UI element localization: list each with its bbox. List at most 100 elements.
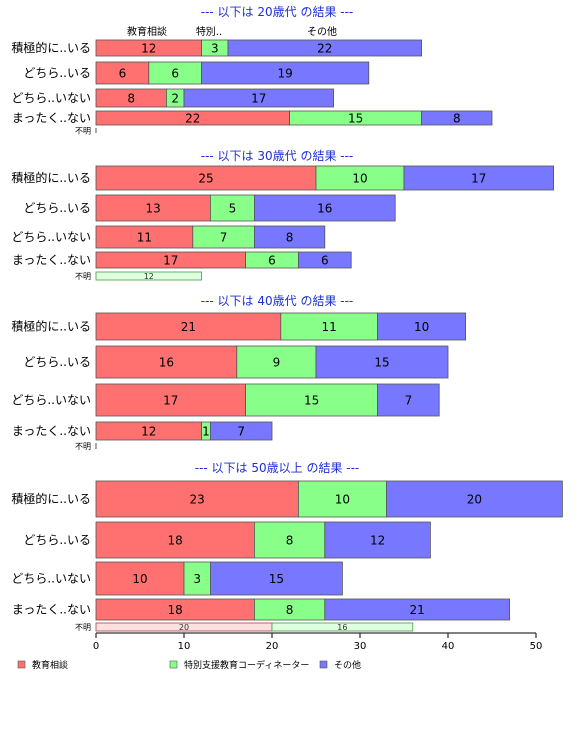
bar-segment [253, 194, 396, 222]
category-label: 不明 [75, 442, 91, 451]
data-label: 3 [211, 42, 219, 56]
category-label: まったく..ない [12, 424, 91, 438]
data-label: 10 [335, 493, 350, 507]
data-label: 20 [179, 623, 189, 632]
bar-segment [315, 345, 449, 379]
category-label: どちら..いない [11, 572, 91, 586]
data-label: 8 [127, 92, 135, 106]
bar-segment [95, 521, 255, 559]
data-label: 6 [119, 67, 127, 81]
group-title: --- 以下は 50歳以上 の結果 --- [195, 461, 360, 475]
data-label: 8 [286, 534, 294, 548]
legend-label: その他 [334, 659, 361, 671]
bar-segment [95, 271, 202, 281]
data-label: 15 [269, 572, 284, 586]
category-label: 不明 [75, 127, 91, 136]
category-label: 不明 [75, 623, 91, 632]
category-label: どちら..いない [11, 91, 91, 105]
group-title: --- 以下は 20歳代 の結果 --- [201, 5, 354, 19]
data-label: 10 [352, 172, 367, 186]
group-title: --- 以下は 40歳代 の結果 --- [201, 294, 354, 308]
data-label: 7 [405, 394, 413, 408]
category-label: 積極的に..いる [11, 319, 91, 334]
data-label: 17 [163, 254, 178, 268]
bar-segment [271, 622, 414, 632]
bar-segment [297, 251, 352, 269]
bar-segment [95, 345, 238, 379]
category-label: 積極的に..いる [11, 40, 91, 55]
series-header-label: 特別.. [196, 26, 222, 38]
data-label: 15 [304, 394, 319, 408]
category-label: どちら..いる [23, 355, 91, 369]
x-tick-label: 30 [354, 641, 367, 652]
bar-segment [245, 383, 379, 417]
data-label: 11 [137, 231, 152, 245]
legend-swatch [169, 660, 178, 669]
category-label: どちら..いる [23, 533, 91, 547]
bar-segment [201, 61, 370, 85]
data-label: 12 [370, 534, 385, 548]
category-label: 不明 [75, 272, 91, 281]
category-label: どちら..いない [11, 393, 91, 407]
data-label: 16 [159, 356, 174, 370]
bar-segment [95, 383, 247, 417]
data-label: 6 [171, 67, 179, 81]
group-title: --- 以下は 30歳代 の結果 --- [201, 149, 354, 163]
data-label: 12 [144, 272, 154, 281]
category-label: どちら..いる [23, 201, 91, 215]
bar-segment [403, 165, 555, 191]
bar-segment [95, 194, 211, 222]
data-label: 10 [132, 572, 147, 586]
data-label: 25 [198, 172, 213, 186]
bar-segment [385, 480, 563, 518]
bar-segment [95, 165, 317, 191]
data-label: 6 [321, 254, 329, 268]
legend-label: 特別支援教育コーディネーター [184, 659, 309, 671]
bar-segment [236, 345, 317, 379]
category-label: まったく..ない [12, 603, 91, 617]
category-label: どちら..いない [11, 230, 91, 244]
legend-swatch [319, 660, 328, 669]
data-label: 8 [286, 231, 294, 245]
data-label: 17 [163, 394, 178, 408]
data-label: 19 [278, 67, 293, 81]
bar-segment [297, 480, 387, 518]
data-label: 6 [268, 254, 276, 268]
data-label: 8 [286, 603, 294, 617]
bar-segment [183, 561, 211, 596]
data-label: 16 [337, 623, 347, 632]
bar-segment [209, 421, 273, 441]
bar-segment [377, 383, 440, 417]
data-label: 17 [251, 92, 266, 106]
data-label: 3 [193, 572, 201, 586]
data-label: 22 [317, 42, 332, 56]
x-tick-label: 10 [178, 641, 191, 652]
x-tick-label: 0 [93, 641, 99, 652]
data-label: 7 [237, 425, 245, 439]
x-tick-label: 50 [530, 641, 543, 652]
data-label: 10 [414, 320, 429, 334]
data-label: 2 [171, 92, 179, 106]
data-label: 5 [229, 202, 237, 216]
data-label: 18 [168, 534, 183, 548]
bar-segment [421, 110, 493, 126]
data-label: 22 [185, 112, 200, 126]
bar-segment [377, 312, 467, 341]
data-label: 18 [168, 603, 183, 617]
bar-segment [183, 88, 335, 108]
category-label: まったく..ない [12, 111, 91, 125]
data-label: 11 [322, 320, 337, 334]
series-header-label: その他 [307, 25, 337, 38]
data-label: 9 [273, 356, 281, 370]
category-label: 積極的に..いる [11, 170, 91, 185]
category-label: まったく..ない [12, 253, 91, 267]
bar-segment [209, 561, 343, 596]
x-tick-label: 20 [266, 641, 279, 652]
legend-label: 教育相談 [32, 659, 68, 671]
data-label: 15 [374, 356, 389, 370]
bar-segment [209, 194, 255, 222]
data-label: 15 [348, 112, 363, 126]
bar-segment [227, 39, 423, 57]
legend-swatch [17, 660, 26, 669]
